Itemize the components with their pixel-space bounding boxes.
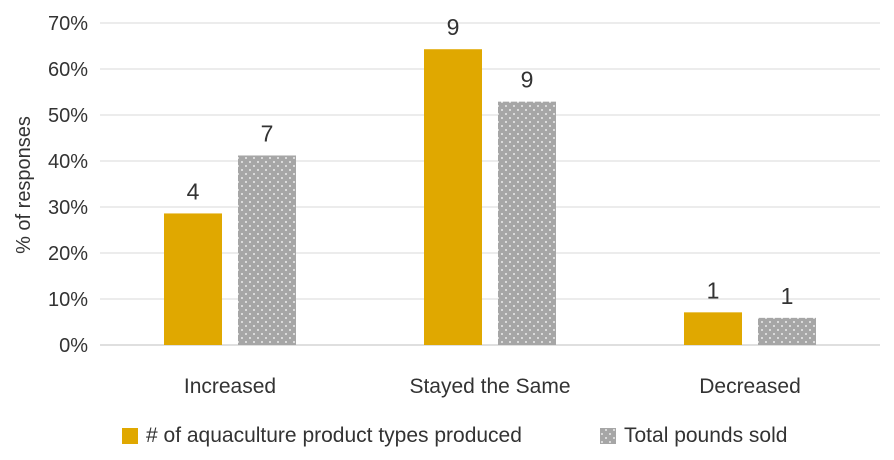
legend-label: Total pounds sold	[624, 424, 787, 447]
legend-swatch	[122, 428, 138, 444]
y-tick-label: 20%	[48, 243, 88, 265]
bar	[424, 49, 482, 345]
category-labels: Increased Stayed the Same Decreased	[184, 375, 801, 398]
data-labels: 4 7 9 9 1 1	[187, 14, 794, 309]
data-label: 9	[447, 14, 460, 40]
x-tick-label: Decreased	[699, 375, 801, 398]
bar	[684, 312, 742, 345]
gridlines	[100, 22, 880, 346]
data-label: 9	[521, 67, 534, 93]
legend-swatch	[600, 428, 616, 444]
data-label: 1	[781, 283, 794, 309]
y-tick-label: 40%	[48, 151, 88, 173]
legend-label: # of aquaculture product types produced	[146, 424, 522, 447]
bar	[498, 101, 556, 345]
x-tick-label: Stayed the Same	[409, 375, 570, 398]
data-label: 7	[261, 120, 274, 146]
y-tick-label: 30%	[48, 197, 88, 219]
y-tick-label: 0%	[59, 335, 88, 357]
y-axis-tick-labels: 0% 10% 20% 30% 40% 50% 60% 70%	[48, 13, 88, 357]
bar	[164, 213, 222, 345]
x-tick-label: Increased	[184, 375, 276, 398]
y-tick-label: 10%	[48, 289, 88, 311]
y-tick-label: 60%	[48, 59, 88, 81]
bars	[164, 49, 816, 345]
data-label: 1	[707, 277, 720, 303]
legend: # of aquaculture product types produced T…	[122, 424, 787, 447]
y-axis-title: % of responses	[13, 116, 35, 254]
data-label: 4	[187, 178, 200, 204]
bar	[758, 317, 816, 345]
y-tick-label: 50%	[48, 105, 88, 127]
bar	[238, 155, 296, 345]
y-tick-label: 70%	[48, 13, 88, 35]
